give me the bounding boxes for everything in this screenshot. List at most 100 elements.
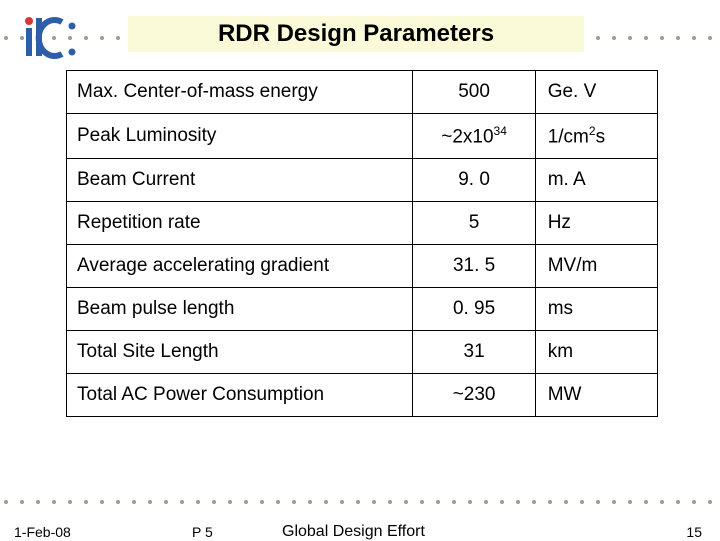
param-cell: Beam Current: [67, 159, 413, 202]
dot: [676, 500, 680, 504]
page-title: RDR Design Parameters: [218, 20, 494, 48]
dot: [52, 500, 56, 504]
dot: [660, 500, 664, 504]
dot: [4, 36, 8, 40]
parameters-table-wrap: Max. Center-of-mass energy500Ge. VPeak L…: [66, 70, 658, 417]
dot: [596, 500, 600, 504]
dot: [660, 36, 664, 40]
dot: [564, 500, 568, 504]
footer-date: 1-Feb-08: [14, 524, 71, 540]
param-cell: Total AC Power Consumption: [67, 374, 413, 417]
dot: [404, 500, 408, 504]
parameters-tbody: Max. Center-of-mass energy500Ge. VPeak L…: [67, 71, 658, 417]
footer-p5: P 5: [192, 524, 213, 540]
dot: [644, 36, 648, 40]
unit-cell: 1/cm2s: [535, 114, 657, 159]
title-band: RDR Design Parameters: [128, 16, 584, 52]
unit-cell: Hz: [535, 202, 657, 245]
dot: [196, 500, 200, 504]
dot: [180, 500, 184, 504]
dot: [628, 500, 632, 504]
dot: [372, 500, 376, 504]
dot: [20, 500, 24, 504]
dot: [276, 500, 280, 504]
dot: [260, 500, 264, 504]
dot: [468, 500, 472, 504]
dot: [516, 500, 520, 504]
dot: [132, 500, 136, 504]
param-cell: Peak Luminosity: [67, 114, 413, 159]
table-row: Beam pulse length0. 95ms: [67, 288, 658, 331]
dot: [36, 500, 40, 504]
param-cell: Total Site Length: [67, 331, 413, 374]
ilc-logo: [22, 12, 78, 66]
table-row: Total AC Power Consumption~230MW: [67, 374, 658, 417]
dot: [164, 500, 168, 504]
dot: [548, 500, 552, 504]
value-cell: 31. 5: [413, 245, 535, 288]
dot: [612, 500, 616, 504]
value-cell: 31: [413, 331, 535, 374]
footer-page-number: 15: [686, 524, 702, 540]
unit-cell: MV/m: [535, 245, 657, 288]
dot: [420, 500, 424, 504]
param-cell: Repetition rate: [67, 202, 413, 245]
value-cell: 500: [413, 71, 535, 114]
table-row: Peak Luminosity~2x10341/cm2s: [67, 114, 658, 159]
dot: [84, 500, 88, 504]
dot: [388, 500, 392, 504]
dot: [116, 500, 120, 504]
param-cell: Average accelerating gradient: [67, 245, 413, 288]
dot: [340, 500, 344, 504]
dot: [644, 500, 648, 504]
dot: [4, 500, 8, 504]
dot: [676, 36, 680, 40]
dot: [452, 500, 456, 504]
dot: [292, 500, 296, 504]
dot: [116, 36, 120, 40]
table-row: Max. Center-of-mass energy500Ge. V: [67, 71, 658, 114]
value-cell: 0. 95: [413, 288, 535, 331]
table-row: Repetition rate5Hz: [67, 202, 658, 245]
dot: [100, 36, 104, 40]
dot: [708, 36, 712, 40]
dot: [612, 36, 616, 40]
dot: [228, 500, 232, 504]
param-cell: Beam pulse length: [67, 288, 413, 331]
table-row: Average accelerating gradient31. 5MV/m: [67, 245, 658, 288]
dot: [580, 500, 584, 504]
unit-cell: ms: [535, 288, 657, 331]
unit-cell: Ge. V: [535, 71, 657, 114]
dot: [692, 36, 696, 40]
dot: [244, 500, 248, 504]
dot: [484, 500, 488, 504]
dot: [500, 500, 504, 504]
dot: [692, 500, 696, 504]
dot: [84, 36, 88, 40]
dot: [100, 500, 104, 504]
dot: [68, 500, 72, 504]
table-row: Total Site Length31km: [67, 331, 658, 374]
dot: [212, 500, 216, 504]
dot: [436, 500, 440, 504]
table-row: Beam Current9. 0m. A: [67, 159, 658, 202]
parameters-table: Max. Center-of-mass energy500Ge. VPeak L…: [66, 70, 658, 417]
value-cell: 5: [413, 202, 535, 245]
value-cell: 9. 0: [413, 159, 535, 202]
dot: [628, 36, 632, 40]
dot: [708, 500, 712, 504]
unit-cell: km: [535, 331, 657, 374]
dot: [356, 500, 360, 504]
dot: [308, 500, 312, 504]
dot: [532, 500, 536, 504]
unit-cell: MW: [535, 374, 657, 417]
value-cell: ~230: [413, 374, 535, 417]
dot: [324, 500, 328, 504]
footer-center: Global Design Effort: [282, 523, 425, 541]
value-cell: ~2x1034: [413, 114, 535, 159]
param-cell: Max. Center-of-mass energy: [67, 71, 413, 114]
dot: [596, 36, 600, 40]
unit-cell: m. A: [535, 159, 657, 202]
bottom-dotted-rule: [0, 500, 720, 504]
dot: [148, 500, 152, 504]
